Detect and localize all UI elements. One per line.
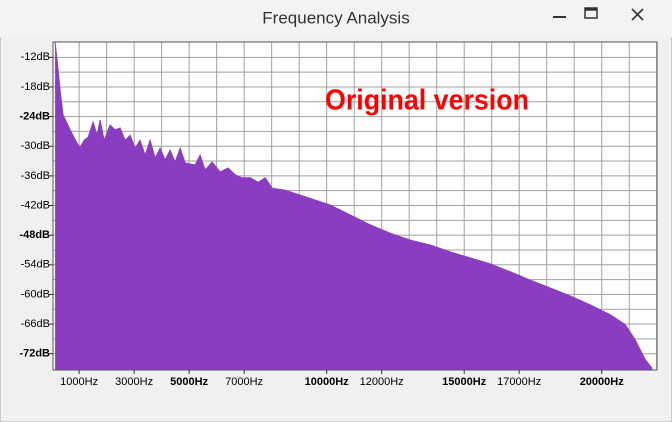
close-icon bbox=[631, 8, 644, 21]
x-tick-label: 3000Hz bbox=[115, 376, 153, 388]
y-tick-label: -48dB bbox=[19, 229, 50, 241]
x-tick-label: 12000Hz bbox=[360, 376, 404, 388]
y-tick-label: -72dB bbox=[19, 348, 50, 360]
y-tick-label: -60dB bbox=[21, 288, 50, 300]
y-tick-label: -42dB bbox=[21, 199, 50, 211]
x-tick-label: 17000Hz bbox=[497, 376, 541, 388]
maximize-icon bbox=[584, 7, 598, 19]
y-tick-label: -18dB bbox=[21, 81, 50, 93]
x-tick-label: 7000Hz bbox=[225, 376, 263, 388]
maximize-button[interactable] bbox=[576, 2, 606, 26]
x-tick-label: 20000Hz bbox=[580, 376, 625, 388]
spectrum-line bbox=[54, 42, 653, 369]
maximize-area[interactable] bbox=[576, 2, 606, 26]
y-tick-label: -30dB bbox=[21, 140, 50, 152]
y-tick-label: -12dB bbox=[21, 51, 50, 63]
x-tick-label: 1000Hz bbox=[60, 376, 98, 388]
x-tick-label: 10000Hz bbox=[305, 376, 350, 388]
close-button[interactable] bbox=[608, 2, 666, 26]
annotation: Original version bbox=[325, 85, 529, 117]
y-tick-label: -54dB bbox=[21, 259, 50, 271]
y-tick-label: -36dB bbox=[21, 170, 50, 182]
title-bar bbox=[0, 0, 672, 37]
x-tick-label: 15000Hz bbox=[442, 376, 487, 388]
y-tick-label: -24dB bbox=[19, 110, 50, 122]
minimize-button[interactable] bbox=[545, 2, 575, 26]
area-fill bbox=[55, 42, 653, 370]
series-layer bbox=[54, 42, 653, 370]
y-tick-label: -66dB bbox=[21, 318, 50, 330]
x-tick-label: 5000Hz bbox=[170, 376, 208, 388]
window-title: Frequency Analysis bbox=[262, 8, 409, 27]
axes: -12dB -18dB -24dB -30dB -36dB -42dB -48dB -54dB… bbox=[19, 51, 624, 388]
minimize-area[interactable] bbox=[545, 2, 575, 26]
